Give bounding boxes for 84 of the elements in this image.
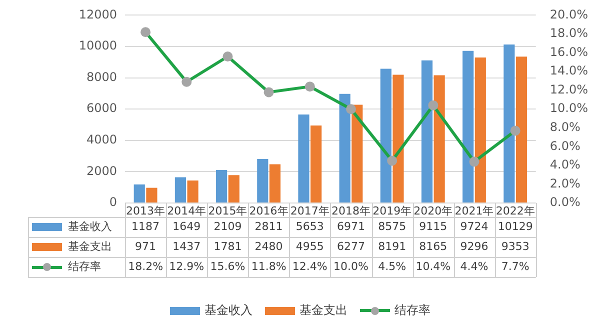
data-label: 6277 (336, 240, 365, 253)
bar (462, 50, 474, 202)
bar (174, 177, 186, 202)
y2-tick-label: 2.0% (550, 176, 580, 190)
data-label: 9115 (419, 220, 448, 233)
bar (434, 75, 445, 202)
bar (380, 68, 392, 202)
x-tick-label: 2018年 (331, 204, 370, 218)
y2-tick-label: 4.0% (550, 158, 580, 172)
data-label: 18.2% (128, 260, 164, 273)
bar (516, 56, 528, 202)
x-tick-label: 2017年 (290, 204, 330, 218)
y2-tick-label: 20.0% (550, 7, 588, 22)
text: 结存率 (394, 303, 430, 317)
y-tick-label: 6000 (86, 101, 117, 116)
y2-tick-label: 18.0% (550, 26, 588, 40)
legend-label: 基金支出 (68, 240, 112, 253)
data-label: 8575 (378, 220, 406, 233)
bar (257, 159, 268, 202)
bar (216, 170, 228, 202)
x-tick-label: 2016年 (249, 204, 288, 218)
data-label: 6971 (336, 220, 365, 233)
bar (269, 164, 281, 202)
data-label: 2480 (254, 240, 283, 253)
data-label: 4955 (296, 240, 324, 253)
bar (228, 175, 240, 202)
data-label: 12.4% (292, 260, 328, 273)
data-label: 1781 (214, 240, 242, 253)
bar (298, 114, 310, 202)
y2-tick-label: 14.0% (550, 64, 588, 78)
x-tick-label: 2014年 (167, 204, 206, 218)
y-tick-label: 0 (109, 195, 117, 210)
legend-label: 基金收入 (68, 220, 112, 233)
bar (421, 60, 433, 202)
data-label: 2109 (214, 220, 242, 233)
y2-tick-label: 12.0% (550, 82, 588, 96)
y-tick-label: 12000 (78, 7, 117, 22)
data-label: 12.9% (169, 260, 204, 273)
data-label: 10129 (498, 220, 533, 233)
x-tick-label: 2015年 (208, 204, 248, 218)
data-label: 4.5% (378, 260, 406, 273)
bar (310, 125, 322, 202)
data-label: 971 (135, 240, 156, 253)
y-tick-label: 2000 (86, 164, 117, 178)
data-label: 11.8% (251, 260, 286, 273)
bar (146, 188, 158, 202)
y2-tick-label: 0.0% (550, 195, 580, 210)
y2-tick-label: 8.0% (550, 120, 580, 134)
data-label: 10.4% (416, 260, 451, 273)
bar (392, 74, 404, 202)
bar (339, 94, 350, 202)
data-label: 4.4% (460, 260, 488, 273)
data-label: 1187 (132, 220, 160, 233)
data-label: 9724 (460, 220, 488, 233)
data-label: 9296 (460, 240, 488, 253)
bar (474, 58, 486, 202)
x-tick-label: 2022年 (496, 204, 535, 218)
data-label: 8165 (419, 240, 448, 253)
bar (352, 104, 363, 202)
legend-label: 结存率 (68, 260, 101, 273)
text: 基金支出 (300, 303, 348, 317)
y2-tick-label: 16.0% (550, 44, 588, 59)
text: 基金收入 (204, 303, 252, 317)
data-label: 8191 (378, 240, 406, 253)
x-tick-label: 2019年 (372, 204, 412, 218)
data-label: 10.0% (334, 260, 368, 273)
y2-tick-label: 6.0% (550, 138, 580, 153)
data-label: 9353 (501, 240, 530, 253)
y-tick-label: 4000 (86, 132, 117, 147)
data-label: 2811 (254, 220, 283, 233)
x-tick-label: 2020年 (414, 204, 453, 218)
y2-tick-label: 10.0% (550, 101, 588, 116)
data-label: 5653 (296, 220, 324, 233)
data-label: 15.6% (210, 260, 246, 273)
bar (134, 184, 145, 202)
data-label: 7.7% (501, 260, 530, 273)
data-label: 1649 (172, 220, 201, 233)
y-tick-label: 8000 (86, 70, 117, 84)
bar (504, 44, 515, 202)
bar (187, 180, 198, 202)
y-tick-label: 10000 (78, 38, 117, 53)
x-tick-label: 2021年 (454, 204, 494, 218)
data-label: 1437 (172, 240, 201, 253)
x-tick-label: 2013年 (126, 204, 166, 218)
